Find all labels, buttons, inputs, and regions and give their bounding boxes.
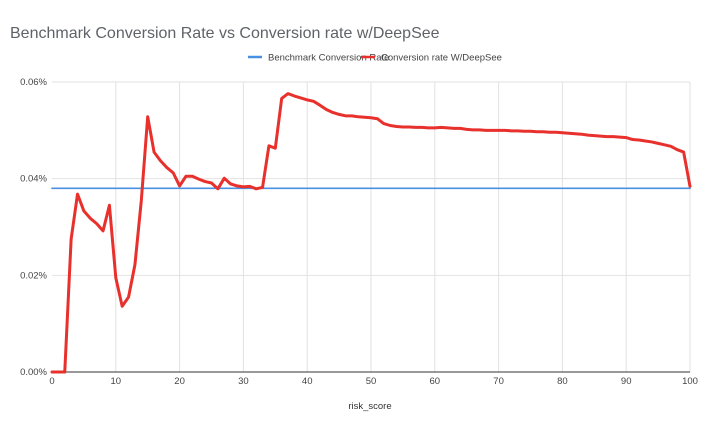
x-tick-label: 30 bbox=[238, 376, 249, 387]
x-tick-label: 0 bbox=[49, 376, 54, 387]
legend-label-deepsee: Conversion rate W/DeepSee bbox=[381, 53, 502, 64]
x-tick-label: 60 bbox=[430, 376, 441, 387]
y-tick-label: 0.02% bbox=[20, 270, 47, 281]
x-axis-ticks: 0 10 20 30 40 50 60 70 80 90 100 bbox=[49, 376, 698, 387]
grid bbox=[52, 81, 691, 372]
y-axis-ticks: 0.00% 0.02% 0.04% 0.06% bbox=[20, 77, 47, 378]
x-tick-label: 40 bbox=[302, 376, 313, 387]
chart-title: Benchmark Conversion Rate vs Conversion … bbox=[10, 25, 440, 42]
legend-label-benchmark: Benchmark Conversion Rate bbox=[268, 53, 389, 64]
legend: Benchmark Conversion Rate Conversion rat… bbox=[248, 53, 502, 64]
y-tick-label: 0.00% bbox=[20, 367, 47, 378]
x-tick-label: 80 bbox=[557, 376, 568, 387]
x-axis-title: risk_score bbox=[348, 401, 391, 412]
x-tick-label: 50 bbox=[366, 376, 377, 387]
y-tick-label: 0.04% bbox=[20, 174, 47, 185]
x-tick-label: 100 bbox=[682, 376, 698, 387]
x-tick-label: 90 bbox=[621, 376, 632, 387]
series-line-deepsee bbox=[50, 92, 692, 374]
x-tick-label: 70 bbox=[493, 376, 504, 387]
x-tick-label: 20 bbox=[174, 376, 185, 387]
y-tick-label: 0.06% bbox=[20, 77, 47, 88]
x-tick-label: 10 bbox=[111, 376, 122, 387]
series-layer bbox=[50, 92, 692, 374]
